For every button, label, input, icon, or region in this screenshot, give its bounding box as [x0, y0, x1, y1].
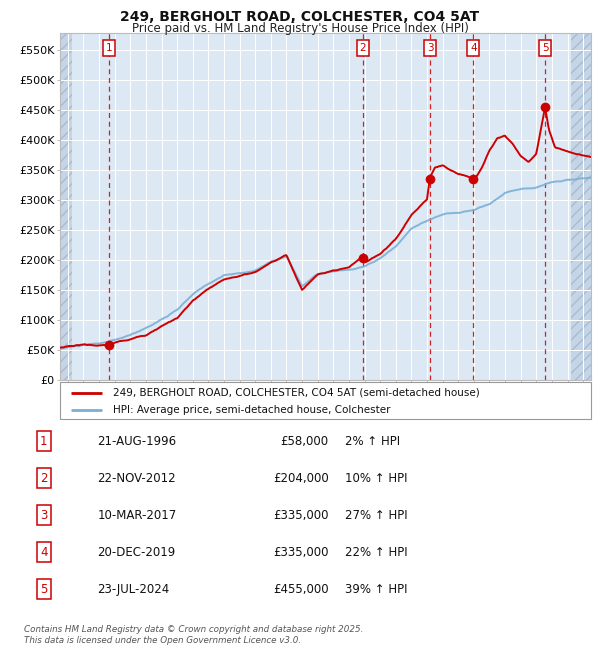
- Text: Contains HM Land Registry data © Crown copyright and database right 2025.
This d: Contains HM Land Registry data © Crown c…: [24, 625, 364, 645]
- Text: 39% ↑ HPI: 39% ↑ HPI: [346, 583, 408, 595]
- Text: £58,000: £58,000: [280, 435, 329, 448]
- Text: 27% ↑ HPI: 27% ↑ HPI: [346, 508, 408, 521]
- Text: 4: 4: [470, 43, 477, 53]
- Text: £455,000: £455,000: [273, 583, 329, 595]
- Text: 20-DEC-2019: 20-DEC-2019: [97, 546, 176, 559]
- Text: £335,000: £335,000: [273, 546, 329, 559]
- Text: 4: 4: [40, 546, 47, 559]
- Text: HPI: Average price, semi-detached house, Colchester: HPI: Average price, semi-detached house,…: [113, 404, 391, 415]
- Text: 1: 1: [40, 435, 47, 448]
- Text: Price paid vs. HM Land Registry's House Price Index (HPI): Price paid vs. HM Land Registry's House …: [131, 22, 469, 35]
- Text: 5: 5: [40, 583, 47, 595]
- Text: 2: 2: [359, 43, 366, 53]
- Text: 1: 1: [106, 43, 112, 53]
- Text: 2% ↑ HPI: 2% ↑ HPI: [346, 435, 401, 448]
- Text: 249, BERGHOLT ROAD, COLCHESTER, CO4 5AT (semi-detached house): 249, BERGHOLT ROAD, COLCHESTER, CO4 5AT …: [113, 387, 480, 398]
- Text: 22% ↑ HPI: 22% ↑ HPI: [346, 546, 408, 559]
- Text: 249, BERGHOLT ROAD, COLCHESTER, CO4 5AT: 249, BERGHOLT ROAD, COLCHESTER, CO4 5AT: [121, 10, 479, 25]
- Text: 22-NOV-2012: 22-NOV-2012: [97, 472, 176, 485]
- Text: £335,000: £335,000: [273, 508, 329, 521]
- Text: 3: 3: [40, 508, 47, 521]
- Text: 23-JUL-2024: 23-JUL-2024: [97, 583, 170, 595]
- Bar: [571, 32, 591, 380]
- Text: £204,000: £204,000: [273, 472, 329, 485]
- Text: 5: 5: [542, 43, 548, 53]
- Text: 2: 2: [40, 472, 47, 485]
- Text: 10% ↑ HPI: 10% ↑ HPI: [346, 472, 408, 485]
- Bar: [60, 32, 72, 380]
- Text: 10-MAR-2017: 10-MAR-2017: [97, 508, 176, 521]
- Text: 3: 3: [427, 43, 433, 53]
- FancyBboxPatch shape: [60, 382, 591, 419]
- Text: 21-AUG-1996: 21-AUG-1996: [97, 435, 176, 448]
